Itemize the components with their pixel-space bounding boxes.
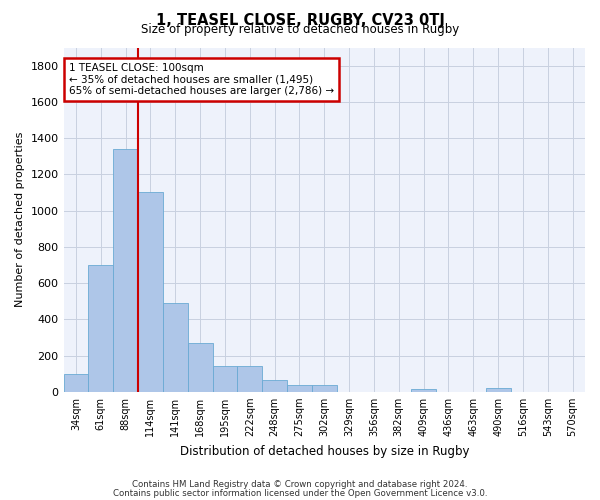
Text: 1, TEASEL CLOSE, RUGBY, CV23 0TJ: 1, TEASEL CLOSE, RUGBY, CV23 0TJ [155,12,445,28]
Bar [411,389,436,392]
Bar [485,388,511,392]
Y-axis label: Number of detached properties: Number of detached properties [15,132,25,308]
Text: Contains public sector information licensed under the Open Government Licence v3: Contains public sector information licen… [113,488,487,498]
Bar [64,374,88,392]
Text: Size of property relative to detached houses in Rugby: Size of property relative to detached ho… [141,22,459,36]
Bar [188,343,212,392]
Bar [138,192,163,392]
Bar [312,386,337,392]
Bar [238,366,262,392]
Bar [88,265,113,392]
Bar [163,303,188,392]
Bar [212,366,238,392]
Bar [262,380,287,392]
Bar [287,386,312,392]
Text: 1 TEASEL CLOSE: 100sqm
← 35% of detached houses are smaller (1,495)
65% of semi-: 1 TEASEL CLOSE: 100sqm ← 35% of detached… [69,63,334,96]
Text: Contains HM Land Registry data © Crown copyright and database right 2024.: Contains HM Land Registry data © Crown c… [132,480,468,489]
X-axis label: Distribution of detached houses by size in Rugby: Distribution of detached houses by size … [179,444,469,458]
Bar [113,149,138,392]
